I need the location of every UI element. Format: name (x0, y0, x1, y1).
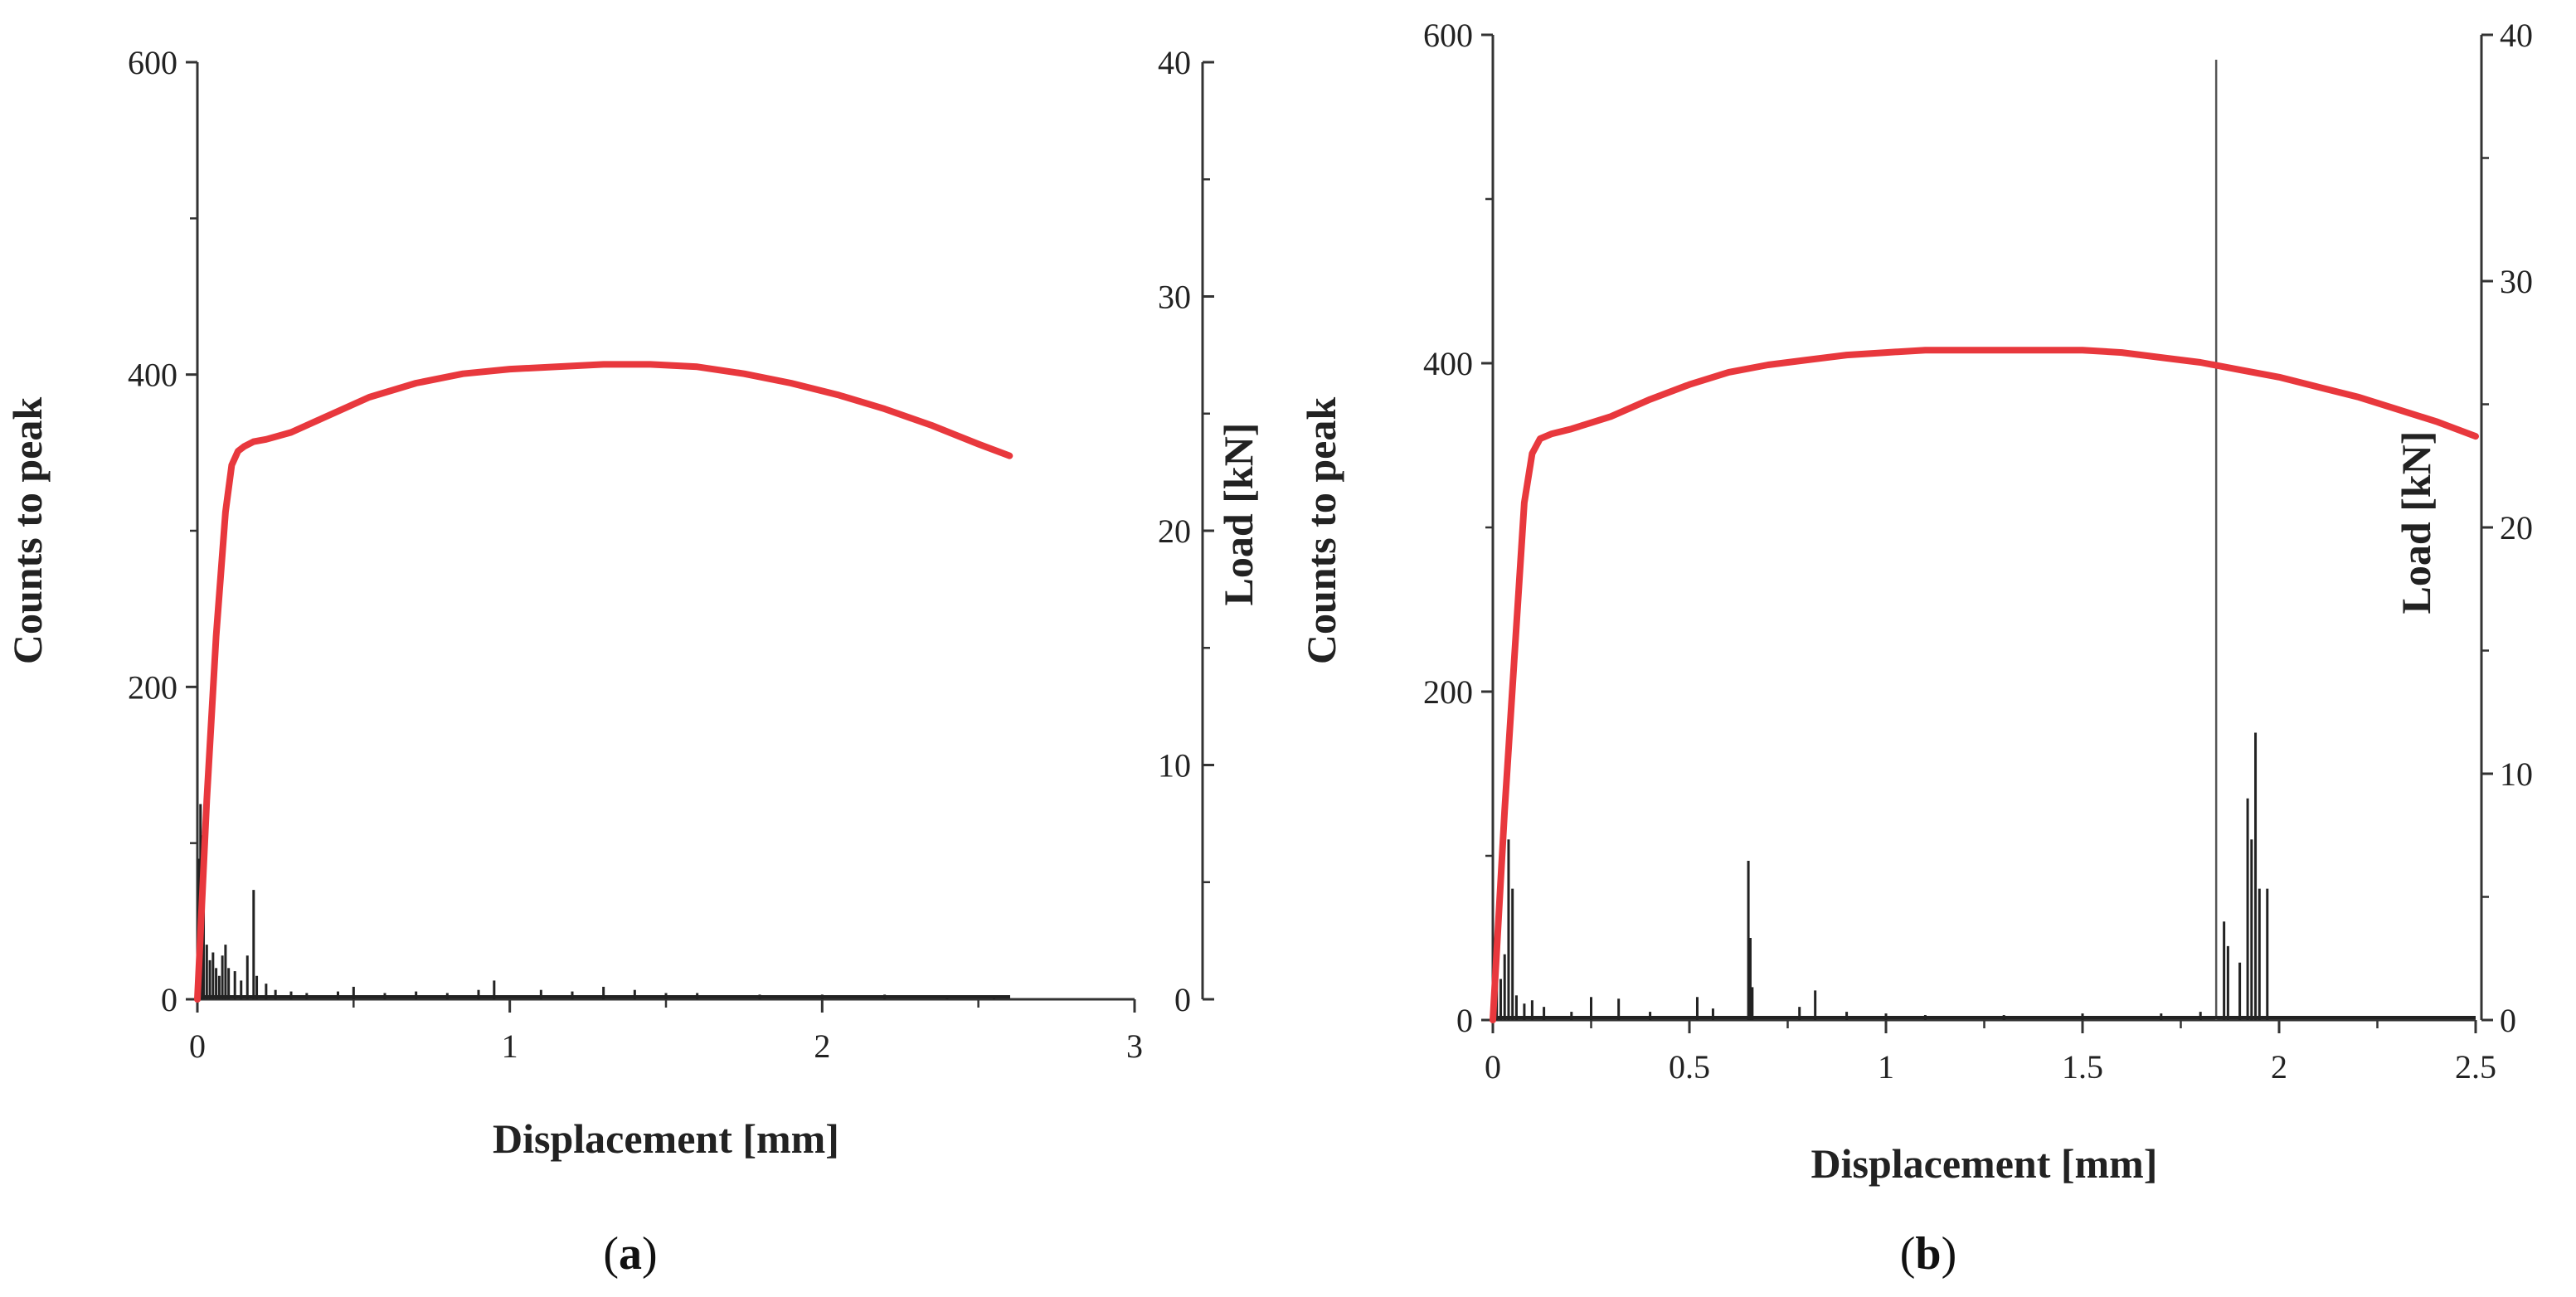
panel-caption: (b) (1900, 1228, 1956, 1280)
y2-tick-label: 30 (1158, 279, 1191, 316)
x-tick-label: 1 (502, 1027, 518, 1065)
y2-tick-label: 0 (1174, 981, 1191, 1018)
x-axis-label: Displacement [mm] (1811, 1140, 2158, 1187)
y-tick-label: 600 (128, 44, 177, 81)
x-tick-label: 2.5 (2455, 1048, 2496, 1086)
y-axis-label: Counts to peak (4, 397, 51, 664)
y-tick-label: 200 (128, 668, 177, 706)
y2-tick-label: 20 (2500, 509, 2533, 546)
y-axis-label: Counts to peak (1298, 397, 1344, 664)
panel-caption: (a) (603, 1228, 657, 1280)
y2-tick-label: 10 (2500, 755, 2533, 793)
load-curve (1490, 347, 2479, 1023)
y2-tick-label: 10 (1158, 747, 1191, 785)
x-tick-label: 0.5 (1669, 1048, 1710, 1086)
y-tick-label: 600 (1423, 17, 1473, 54)
x-axis-label: Displacement [mm] (493, 1115, 839, 1162)
x-tick-label: 2 (814, 1027, 830, 1065)
y-tick-label: 200 (1423, 673, 1473, 711)
y2-tick-label: 0 (2500, 1002, 2516, 1039)
y-tick-label: 0 (161, 981, 177, 1018)
y-tick-label: 400 (128, 357, 177, 394)
y2-axis-label: Load [kN] (1215, 423, 1261, 606)
x-tick-label: 1.5 (2062, 1048, 2103, 1086)
y-tick-label: 0 (1456, 1002, 1473, 1039)
y2-tick-label: 30 (2500, 263, 2533, 300)
y2-tick-label: 40 (2500, 17, 2533, 54)
x-tick-label: 0 (1485, 1048, 1501, 1086)
load-curve (194, 361, 1013, 1003)
x-tick-label: 2 (2271, 1048, 2287, 1086)
x-tick-label: 1 (1878, 1048, 1894, 1086)
x-tick-label: 0 (189, 1027, 206, 1065)
y2-tick-label: 40 (1158, 44, 1191, 81)
y2-axis-label: Load [kN] (2393, 431, 2439, 614)
x-tick-label: 3 (1126, 1027, 1143, 1065)
y2-tick-label: 20 (1158, 512, 1191, 550)
y-tick-label: 400 (1423, 345, 1473, 382)
